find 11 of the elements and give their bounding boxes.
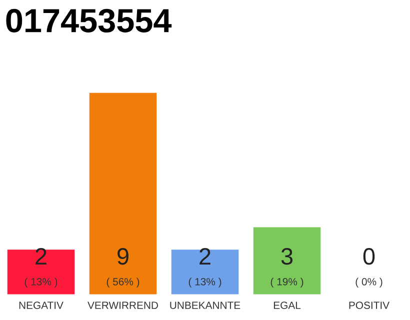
data-label: 0 ( 0% ) bbox=[356, 248, 382, 288]
x-tick-label: EGAL bbox=[274, 302, 301, 309]
x-tick-label: POSITIV bbox=[349, 302, 390, 309]
data-label: 3 ( 19% ) bbox=[270, 248, 304, 288]
data-label: 2 ( 13% ) bbox=[24, 248, 58, 288]
x-tick-label: VERWIRREND bbox=[88, 302, 158, 309]
x-tick-label: NEGATIV bbox=[19, 302, 64, 309]
chart-title: 017453554 bbox=[6, 8, 172, 33]
data-label: 2 ( 13% ) bbox=[188, 248, 222, 288]
data-label: 9 ( 56% ) bbox=[106, 248, 140, 288]
x-tick-label: UNBEKANNTE bbox=[170, 302, 240, 309]
